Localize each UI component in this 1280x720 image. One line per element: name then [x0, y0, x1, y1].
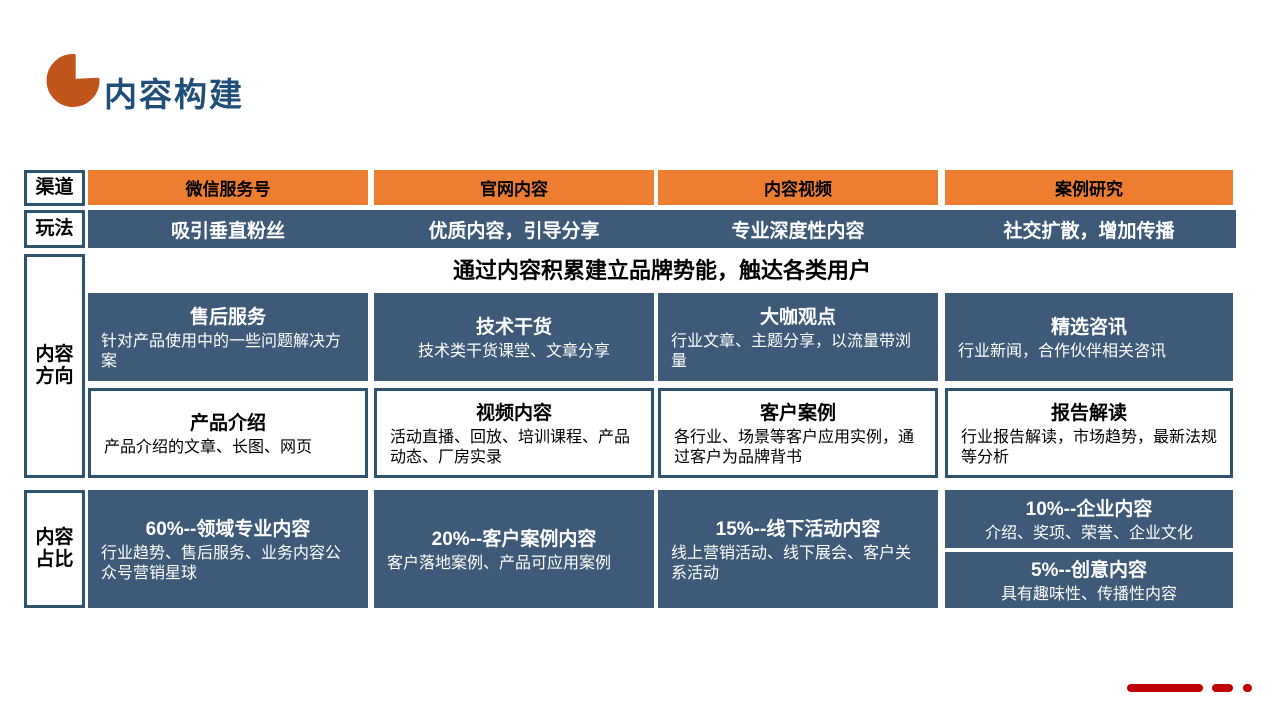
row-label-direction: 内容方向	[24, 254, 85, 478]
direction-box-customer-case: 客户案例 各行业、场景等客户应用实例，通过客户为品牌背书	[658, 388, 938, 478]
direction-box-news: 精选咨讯 行业新闻，合作伙伴相关咨讯	[945, 293, 1233, 381]
brand-banner-text: 通过内容积累建立品牌势能，触达各类用户	[452, 258, 871, 283]
box-desc: 针对产品使用中的一些问题解决方案	[101, 333, 342, 370]
box-title: 15%--线下活动内容	[715, 519, 881, 540]
channel-header-wechat: 微信服务号	[88, 170, 368, 205]
box-desc: 各行业、场景等客户应用实例，通过客户为品牌背书	[674, 429, 915, 466]
box-title: 技术干货	[475, 317, 552, 338]
channel-header-video: 内容视频	[658, 170, 938, 205]
row-label-channel: 渠道	[24, 170, 85, 206]
box-title: 5%--创意内容	[1030, 560, 1148, 581]
direction-box-tech: 技术干货 技术类干货课堂、文章分享	[374, 293, 654, 381]
tactic-case: 社交扩散，增加传播	[1003, 220, 1175, 242]
page-title: 内容构建	[104, 76, 244, 113]
box-desc: 线上营销活动、线下展会、客户关系活动	[671, 545, 912, 582]
box-title: 客户案例	[759, 403, 836, 424]
proportion-box-20: 20%--客户案例内容 客户落地案例、产品可应用案例	[374, 490, 654, 608]
box-desc: 具有趣味性、传播性内容	[1000, 586, 1177, 603]
box-desc: 产品介绍的文章、长图、网页	[104, 439, 313, 456]
proportion-box-10: 10%--企业内容 介绍、奖项、荣誉、企业文化	[945, 490, 1233, 548]
direction-box-product-intro: 产品介绍 产品介绍的文章、长图、网页	[88, 388, 368, 478]
tactic-video: 专业深度性内容	[731, 220, 865, 242]
box-desc: 客户落地案例、产品可应用案例	[387, 555, 612, 572]
box-desc: 行业新闻，合作伙伴相关咨讯	[958, 343, 1167, 360]
box-desc: 行业报告解读，市场趋势，最新法规等分析	[961, 429, 1218, 466]
footer-dash-long	[1127, 684, 1203, 692]
box-title: 精选咨讯	[1050, 317, 1127, 338]
box-desc: 行业文章、主题分享，以流量带浏量	[671, 333, 912, 370]
row-label-tactic: 玩法	[24, 210, 85, 248]
box-title: 售后服务	[189, 307, 266, 328]
pie-logo-icon	[46, 54, 100, 107]
box-title: 产品介绍	[189, 413, 266, 434]
tactic-website: 优质内容，引导分享	[428, 220, 600, 242]
footer-dash-medium	[1212, 684, 1233, 692]
direction-box-after-sales: 售后服务 针对产品使用中的一些问题解决方案	[88, 293, 368, 381]
box-desc: 活动直播、回放、培训课程、产品动态、厂房实录	[390, 429, 631, 466]
box-desc: 介绍、奖项、荣誉、企业文化	[984, 525, 1193, 542]
row-label-proportion: 内容占比	[24, 490, 85, 608]
box-title: 大咖观点	[759, 307, 836, 328]
box-title: 视频内容	[475, 403, 552, 424]
tactic-wechat: 吸引垂直粉丝	[170, 220, 285, 242]
box-title: 10%--企业内容	[1025, 499, 1153, 520]
box-desc: 技术类干货课堂、文章分享	[417, 343, 610, 360]
box-title: 报告解读	[1050, 403, 1127, 424]
channel-header-website: 官网内容	[374, 170, 654, 205]
direction-box-video-content: 视频内容 活动直播、回放、培训课程、产品动态、厂房实录	[374, 388, 654, 478]
tactics-bar: 吸引垂直粉丝 优质内容，引导分享 专业深度性内容 社交扩散，增加传播	[88, 210, 1236, 248]
box-title: 20%--客户案例内容	[431, 529, 597, 550]
direction-box-report: 报告解读 行业报告解读，市场趋势，最新法规等分析	[945, 388, 1233, 478]
direction-box-kol: 大咖观点 行业文章、主题分享，以流量带浏量	[658, 293, 938, 381]
proportion-box-15: 15%--线下活动内容 线上营销活动、线下展会、客户关系活动	[658, 490, 938, 608]
footer-dash-short	[1243, 684, 1252, 692]
box-title: 60%--领域专业内容	[145, 519, 311, 540]
channel-header-case: 案例研究	[945, 170, 1233, 205]
box-desc: 行业趋势、售后服务、业务内容公众号营销星球	[101, 545, 342, 582]
proportion-box-60: 60%--领域专业内容 行业趋势、售后服务、业务内容公众号营销星球	[88, 490, 368, 608]
proportion-box-5: 5%--创意内容 具有趣味性、传播性内容	[945, 552, 1233, 608]
